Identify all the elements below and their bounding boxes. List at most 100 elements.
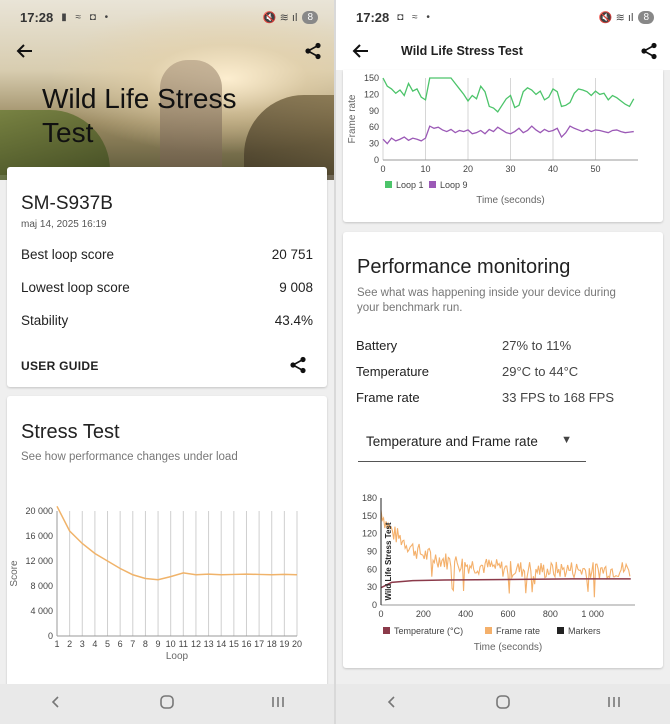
share-icon[interactable] (289, 356, 307, 379)
status-bar: 17:28 ▮ ≈ ◘ • 🔇 ≋ ıl 8 (0, 0, 334, 34)
battery-badge: 8 (302, 10, 318, 24)
status-signal-icons: 🔇 ≋ ıl (598, 11, 634, 24)
x-tick-label: 9 (156, 639, 161, 649)
x-tick-label: 0 (380, 164, 385, 174)
x-tick-label: 20 (463, 164, 473, 174)
legend-swatch (557, 627, 564, 634)
app-bar-title: Wild Life Stress Test (401, 44, 523, 58)
y-tick-label: 60 (369, 122, 379, 132)
x-tick-label: 8 (143, 639, 148, 649)
legend-swatch (385, 181, 392, 188)
y-tick-label: 120 (362, 529, 377, 539)
chart-type-dropdown[interactable]: Temperature and Frame rate ▼ (358, 428, 586, 462)
x-tick-label: 14 (216, 639, 226, 649)
nav-home-icon[interactable] (483, 694, 523, 715)
user-guide-button[interactable]: USER GUIDE (21, 359, 99, 373)
status-signal-icons: 🔇 ≋ ıl (262, 11, 298, 24)
legend-label: Loop 1 (396, 180, 424, 190)
y-tick-label: 60 (367, 564, 377, 574)
x-tick-label: 0 (378, 609, 383, 619)
x-axis-label: Time (seconds) (474, 642, 543, 653)
x-tick-label: 50 (590, 164, 600, 174)
y-tick-label: 30 (367, 582, 377, 592)
x-tick-label: 4 (92, 639, 97, 649)
y-tick-label: 90 (367, 547, 377, 557)
nav-recents-icon[interactable] (594, 695, 634, 714)
stress-test-subtitle: See how performance changes under load (21, 451, 238, 463)
y-tick-label: 8 000 (30, 581, 53, 591)
x-tick-label: 40 (548, 164, 558, 174)
y-tick-label: 4 000 (30, 606, 53, 616)
status-notification-icons: ◘ ≈ • (397, 11, 433, 23)
perf-row-frame-rate: Frame rate 33 FPS to 168 FPS (356, 390, 615, 405)
framerate-series-line (380, 509, 631, 598)
summary-card: SM-S937B maj 14, 2025 16:19 Best loop sc… (7, 167, 327, 387)
nav-back-icon[interactable] (36, 695, 76, 714)
performance-title: Performance monitoring (357, 256, 571, 278)
x-tick-label: 18 (267, 639, 277, 649)
y-tick-label: 0 (48, 631, 53, 641)
performance-card: Performance monitoring See what was happ… (343, 232, 663, 668)
x-tick-label: 11 (179, 639, 188, 649)
nav-home-icon[interactable] (147, 694, 187, 715)
page-title: Wild Life Stress Test (42, 83, 237, 148)
y-tick-label: 150 (364, 73, 379, 83)
share-icon[interactable] (636, 38, 662, 64)
status-time: 17:28 (356, 9, 390, 25)
system-nav-bar (336, 684, 670, 724)
nav-recents-icon[interactable] (258, 695, 298, 714)
app-bar (336, 34, 670, 70)
back-arrow-icon[interactable] (348, 38, 374, 64)
legend-label: Frame rate (496, 626, 540, 636)
status-notification-icons: ▮ ≈ ◘ • (61, 11, 112, 23)
y-tick-label: 150 (362, 511, 377, 521)
legend-swatch (485, 627, 492, 634)
y-tick-label: 0 (372, 600, 377, 610)
x-tick-label: 15 (229, 639, 239, 649)
device-name: SM-S937B (21, 193, 113, 214)
battery-badge: 8 (638, 10, 654, 24)
hero-character (160, 60, 222, 175)
loop-frame-rate-chart: 0 10 20 30 40 50 0 30 60 90 120 150 Frame rate Loop 1… (347, 73, 638, 206)
x-axis-label: Time (seconds) (476, 195, 545, 206)
y-axis-label: Score (9, 560, 20, 587)
system-nav-bar (0, 684, 334, 724)
y-tick-label: 180 (362, 493, 377, 503)
y-tick-label: 90 (369, 106, 379, 116)
status-time: 17:28 (20, 9, 54, 25)
legend-label: Markers (568, 626, 601, 636)
y-tick-label: 16 000 (25, 531, 53, 541)
series-line (382, 77, 635, 113)
x-tick-label: 600 (500, 609, 515, 619)
x-tick-label: 1 (54, 639, 59, 649)
x-tick-label: 800 (543, 609, 558, 619)
score-series-line (56, 505, 298, 581)
y-tick-label: 0 (374, 155, 379, 165)
series-line (382, 125, 634, 145)
stress-test-card: Stress Test See how performance changes … (7, 396, 327, 696)
y-tick-label: 12 000 (25, 556, 53, 566)
x-tick-label: 10 (166, 639, 176, 649)
loop-chart-card: 0 10 20 30 40 50 0 30 60 90 120 150 Frame rate Loop 1… (343, 70, 663, 222)
x-tick-label: 1 000 (581, 609, 604, 619)
dropdown-caret-icon: ▼ (561, 434, 572, 446)
perf-row-battery: Battery 27% to 11% (356, 338, 572, 353)
x-tick-label: 16 (241, 639, 251, 649)
legend-label: Temperature (°C) (394, 626, 463, 636)
x-tick-label: 19 (279, 639, 289, 649)
share-icon[interactable] (300, 38, 326, 64)
y-axis-label: Frame rate (347, 94, 358, 143)
nav-back-icon[interactable] (372, 695, 412, 714)
x-tick-label: 10 (420, 164, 430, 174)
perf-row-temperature: Temperature 29°C to 44°C (356, 364, 579, 379)
status-bar: 17:28 ◘ ≈ • 🔇 ≋ ıl 8 (336, 0, 670, 34)
x-tick-label: 30 (505, 164, 515, 174)
score-row-stability: Stability 43.4% (21, 313, 313, 328)
back-arrow-icon[interactable] (12, 38, 38, 64)
y-tick-label: 20 000 (25, 506, 53, 516)
x-tick-label: 3 (80, 639, 85, 649)
x-tick-label: 7 (130, 639, 135, 649)
x-tick-label: 13 (204, 639, 214, 649)
x-tick-label: 5 (105, 639, 110, 649)
